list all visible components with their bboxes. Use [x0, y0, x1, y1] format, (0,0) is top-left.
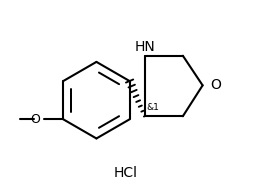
Text: HN: HN	[134, 40, 155, 54]
Text: O: O	[30, 113, 40, 126]
Text: &1: &1	[146, 103, 160, 112]
Text: HCl: HCl	[114, 166, 138, 180]
Text: O: O	[210, 78, 221, 92]
